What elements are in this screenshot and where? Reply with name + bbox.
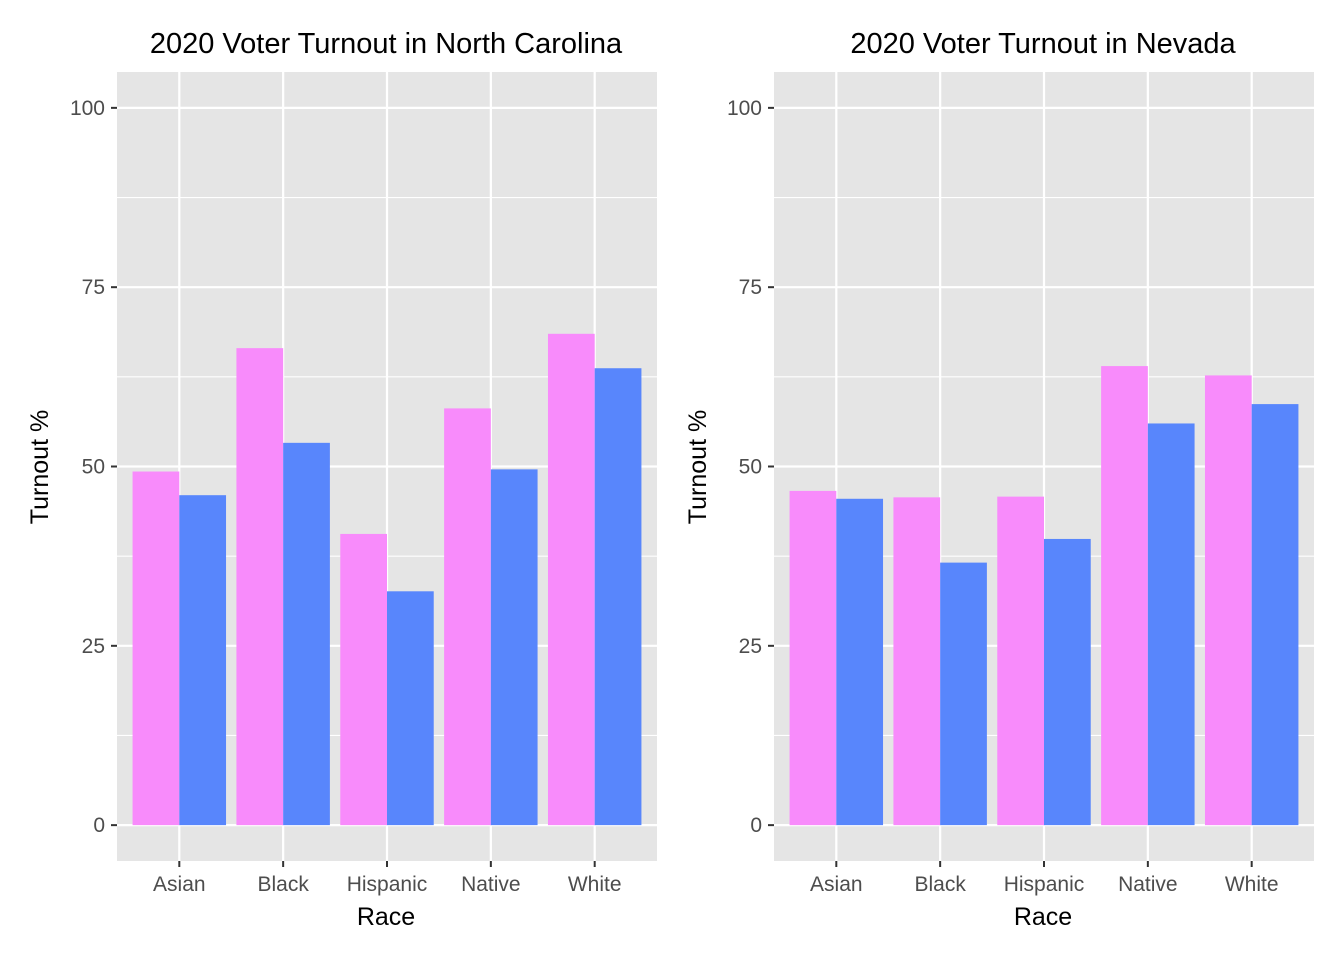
x-tick-label: Black bbox=[914, 873, 966, 896]
bar-native-1 bbox=[444, 408, 491, 826]
y-tick-label: 25 bbox=[82, 635, 105, 658]
x-axis-title: Race bbox=[1014, 903, 1072, 931]
chart-north-carolina: 2020 Voter Turnout in North Carolina 0 25… bbox=[26, 28, 657, 931]
x-tick-label: Asian bbox=[153, 873, 206, 896]
bar-native-1 bbox=[1101, 366, 1148, 826]
x-tick-label: Asian bbox=[810, 873, 863, 896]
bar-native-2 bbox=[1147, 423, 1195, 826]
x-tick-label: Black bbox=[257, 873, 309, 896]
bar-hispanic-1 bbox=[997, 496, 1044, 826]
bar-asian-1 bbox=[132, 471, 180, 826]
bar-white-1 bbox=[547, 333, 595, 826]
bar-hispanic-2 bbox=[1044, 538, 1091, 826]
y-tick-label: 75 bbox=[739, 276, 762, 299]
bar-white-1 bbox=[1204, 375, 1252, 826]
plot-area: 0 25 50 75 100 Asian Black Hispanic Native White bbox=[70, 72, 657, 896]
y-tick-label: 0 bbox=[93, 814, 105, 837]
y-axis-title: Turnout % bbox=[26, 410, 54, 524]
bar-asian-2 bbox=[836, 498, 884, 826]
x-tick-label: Hispanic bbox=[1004, 873, 1085, 896]
chart-title: 2020 Voter Turnout in North Carolina bbox=[150, 28, 623, 60]
x-tick-label: Native bbox=[461, 873, 521, 896]
x-tick-label: Native bbox=[1118, 873, 1178, 896]
plot-area: 0 25 50 75 100 Asian Black Hispanic Native White bbox=[727, 72, 1314, 896]
y-tick-label: 0 bbox=[750, 814, 762, 837]
y-tick-label: 50 bbox=[82, 456, 105, 479]
y-tick-label: 75 bbox=[82, 276, 105, 299]
bar-white-2 bbox=[594, 368, 642, 826]
bar-asian-1 bbox=[789, 490, 837, 826]
bar-black-1 bbox=[893, 497, 941, 826]
bar-black-2 bbox=[283, 442, 330, 826]
bar-black-1 bbox=[236, 348, 284, 826]
y-tick-label: 100 bbox=[727, 97, 762, 120]
bar-hispanic-1 bbox=[340, 533, 387, 826]
bar-asian-2 bbox=[179, 495, 227, 826]
y-tick-label: 50 bbox=[739, 456, 762, 479]
x-tick-label: Hispanic bbox=[347, 873, 428, 896]
bar-native-2 bbox=[490, 469, 538, 826]
y-axis-title: Turnout % bbox=[684, 410, 712, 524]
bar-black-2 bbox=[940, 562, 987, 826]
x-axis-title: Race bbox=[357, 903, 415, 931]
bar-white-2 bbox=[1251, 404, 1299, 826]
x-tick-label: White bbox=[568, 873, 622, 896]
x-tick-label: White bbox=[1225, 873, 1279, 896]
y-tick-label: 25 bbox=[739, 635, 762, 658]
chart-nevada: 2020 Voter Turnout in Nevada 0 25 50 75 100 A… bbox=[684, 28, 1314, 931]
chart-title: 2020 Voter Turnout in Nevada bbox=[850, 28, 1236, 60]
bar-hispanic-2 bbox=[387, 591, 434, 826]
y-tick-label: 100 bbox=[70, 97, 105, 120]
